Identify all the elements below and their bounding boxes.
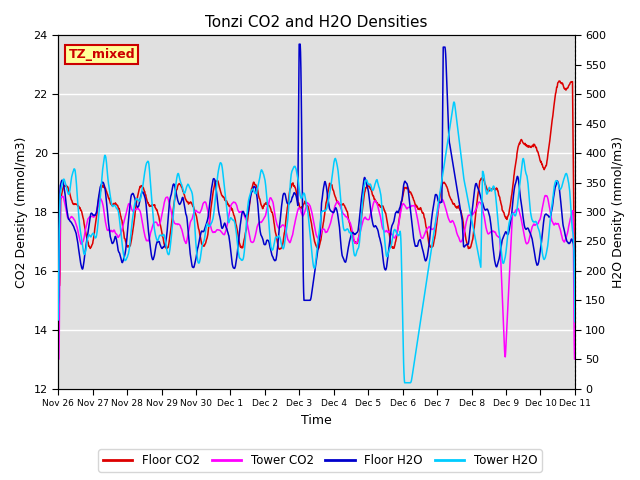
Legend: Floor CO2, Tower CO2, Floor H2O, Tower H2O: Floor CO2, Tower CO2, Floor H2O, Tower H… — [98, 449, 542, 472]
X-axis label: Time: Time — [301, 414, 332, 427]
Y-axis label: H2O Density (mmol/m3): H2O Density (mmol/m3) — [612, 136, 625, 288]
Y-axis label: CO2 Density (mmol/m3): CO2 Density (mmol/m3) — [15, 136, 28, 288]
Text: TZ_mixed: TZ_mixed — [68, 48, 135, 61]
Title: Tonzi CO2 and H2O Densities: Tonzi CO2 and H2O Densities — [205, 15, 428, 30]
